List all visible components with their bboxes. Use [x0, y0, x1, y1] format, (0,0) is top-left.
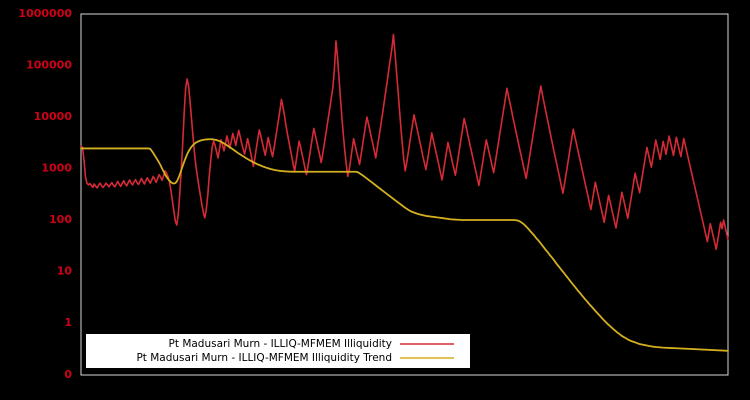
y-axis-tick-label: 1000000: [18, 7, 72, 20]
y-axis-tick-label: 0: [64, 368, 72, 381]
illiquidity-series-line: [80, 33, 729, 251]
chart-legend[interactable]: Pt Madusari Murn - ILLIQ-MFMEM Illiquidi…: [86, 334, 470, 368]
legend-entry-label: Pt Madusari Murn - ILLIQ-MFMEM Illiquidi…: [136, 352, 392, 364]
plot-frame: [80, 13, 729, 376]
legend-entry-label: Pt Madusari Murn - ILLIQ-MFMEM Illiquidi…: [169, 338, 392, 350]
y-axis-tick-label: 1000: [41, 162, 72, 175]
y-axis-tick-label: 100000: [26, 59, 72, 72]
y-axis-tick-label: 1: [64, 316, 72, 329]
illiquidity-trend-line: [80, 138, 729, 352]
y-axis-tick-label: 10: [57, 265, 73, 278]
data-series-group: [80, 33, 729, 352]
legend-background: [86, 334, 470, 368]
y-axis-tick-label: 10000: [34, 110, 73, 123]
y-axis-tick-label: 100: [49, 213, 72, 226]
